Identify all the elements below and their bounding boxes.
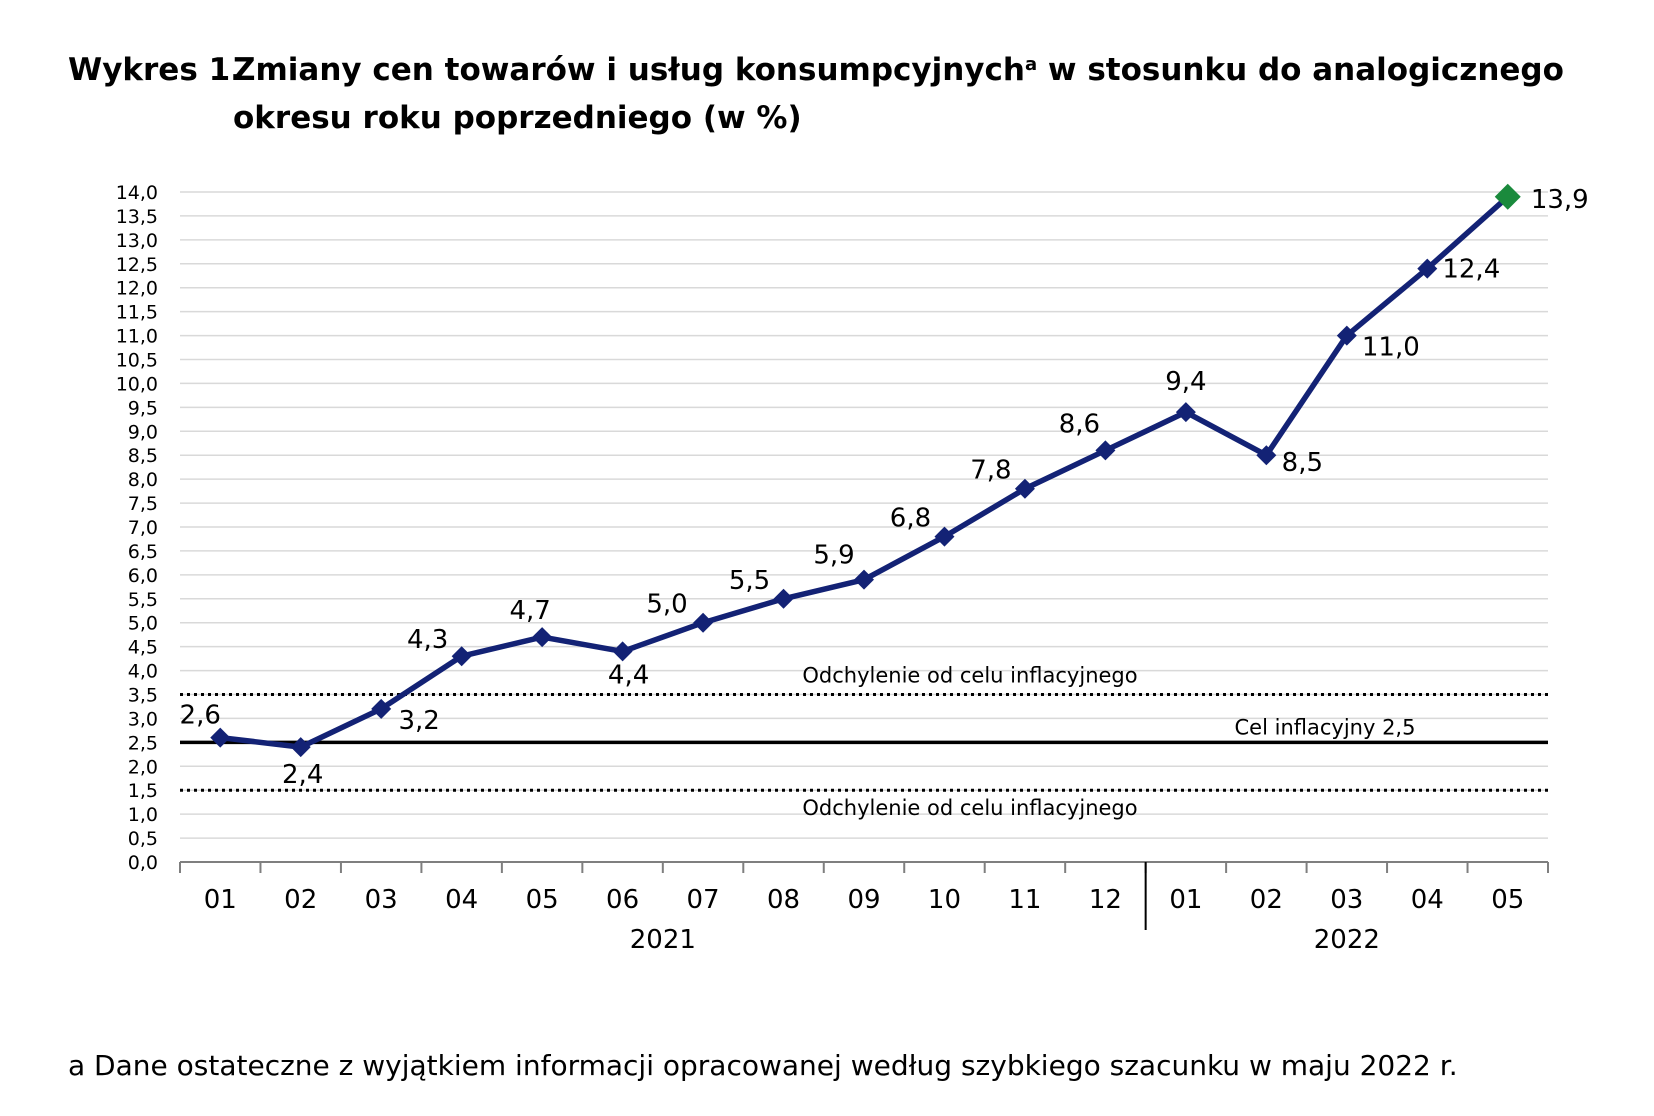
y-tick-label: 0,0 bbox=[128, 852, 158, 874]
data-label: 13,9 bbox=[1531, 185, 1589, 215]
y-tick-label: 4,5 bbox=[128, 637, 158, 659]
reference-line-label: Cel inflacyjny 2,5 bbox=[1235, 715, 1416, 739]
y-tick-label: 3,5 bbox=[128, 685, 158, 707]
reference-line-label: Odchylenie od celu inflacyjnego bbox=[802, 664, 1137, 688]
data-point-marker bbox=[934, 526, 955, 547]
x-tick-label: 01 bbox=[1169, 885, 1202, 915]
y-tick-label: 8,0 bbox=[128, 469, 158, 491]
title-footnote-marker: a bbox=[1024, 54, 1038, 75]
x-tick-label: 07 bbox=[687, 885, 720, 915]
data-point-marker bbox=[1336, 325, 1357, 346]
y-tick-label: 12,5 bbox=[116, 254, 158, 276]
data-point-marker bbox=[693, 612, 714, 633]
data-label: 8,6 bbox=[1059, 409, 1100, 439]
x-tick-label: 03 bbox=[1330, 885, 1363, 915]
data-labels: 2,6 2,4 3,2 4,3 4,7 4,4 5,0 5,5 5,9 6,8 7,8 8,6 9,4 8… bbox=[180, 185, 1589, 790]
x-tick-label: 06 bbox=[606, 885, 639, 915]
y-tick-label: 11,0 bbox=[116, 326, 158, 348]
y-tick-label: 5,5 bbox=[128, 589, 158, 611]
x-tick-label: 04 bbox=[1411, 885, 1444, 915]
data-point-marker bbox=[1095, 440, 1116, 461]
data-label: 2,6 bbox=[180, 701, 221, 731]
y-tick-label: 9,5 bbox=[128, 397, 158, 419]
data-point-marker bbox=[371, 698, 392, 719]
y-tick-label: 8,5 bbox=[128, 445, 158, 467]
y-tick-label: 6,5 bbox=[128, 541, 158, 563]
axes: 0,00,51,01,52,02,53,03,54,04,55,05,56,06… bbox=[116, 182, 1549, 955]
y-tick-label: 1,5 bbox=[128, 780, 158, 802]
x-tick-label: 09 bbox=[847, 885, 880, 915]
footnote: a Dane ostateczne z wyjątkiem informacji… bbox=[68, 1049, 1458, 1082]
data-point-marker bbox=[1175, 402, 1196, 423]
x-group-label: 2022 bbox=[1314, 925, 1380, 955]
y-tick-label: 4,0 bbox=[128, 661, 158, 683]
y-tick-label: 0,5 bbox=[128, 828, 158, 850]
data-label: 11,0 bbox=[1362, 333, 1420, 363]
title-main: Zmiany cen towarów i usług konsumpcyjnyc… bbox=[233, 52, 1025, 88]
y-tick-label: 2,5 bbox=[128, 732, 158, 754]
y-tick-label: 5,0 bbox=[128, 613, 158, 635]
grid-lines bbox=[180, 191, 1548, 839]
y-tick-label: 10,5 bbox=[116, 350, 158, 372]
x-tick-label: 05 bbox=[1491, 885, 1524, 915]
reference-line-label: Odchylenie od celu inflacyjnego bbox=[802, 796, 1137, 820]
data-point-marker bbox=[210, 727, 231, 748]
y-tick-label: 1,0 bbox=[128, 804, 158, 826]
x-tick-label: 10 bbox=[928, 885, 961, 915]
data-label: 3,2 bbox=[398, 706, 439, 736]
x-tick-label: 03 bbox=[365, 885, 398, 915]
y-tick-label: 2,0 bbox=[128, 756, 158, 778]
data-label: 6,8 bbox=[890, 504, 931, 534]
x-tick-label: 02 bbox=[284, 885, 317, 915]
line-chart: Odchylenie od celu inflacyjnego Cel infla… bbox=[116, 182, 1589, 955]
x-group-label: 2021 bbox=[630, 925, 696, 955]
data-point-marker bbox=[612, 641, 633, 662]
y-tick-label: 9,0 bbox=[128, 421, 158, 443]
data-label: 4,7 bbox=[509, 596, 550, 626]
data-point-marker bbox=[1417, 258, 1438, 279]
data-label: 4,3 bbox=[407, 625, 448, 655]
y-tick-label: 12,0 bbox=[116, 278, 158, 300]
x-tick-label: 11 bbox=[1008, 885, 1041, 915]
data-point-marker bbox=[290, 737, 311, 758]
x-tick-label: 12 bbox=[1089, 885, 1122, 915]
data-label: 7,8 bbox=[970, 456, 1011, 486]
reference-lines: Odchylenie od celu inflacyjnego Cel infla… bbox=[180, 664, 1548, 820]
data-label: 5,0 bbox=[646, 590, 687, 620]
title-text: Zmiany cen towarów i usług konsumpcyjnyc… bbox=[233, 46, 1628, 142]
data-label: 4,4 bbox=[608, 660, 649, 690]
highlight-point-marker bbox=[1494, 183, 1521, 210]
x-tick-label: 01 bbox=[204, 885, 237, 915]
data-label: 12,4 bbox=[1442, 255, 1500, 285]
y-tick-label: 11,5 bbox=[116, 302, 158, 324]
x-tick-label: 02 bbox=[1250, 885, 1283, 915]
y-tick-label: 13,0 bbox=[116, 230, 158, 252]
title-prefix: Wykres 1. bbox=[68, 52, 242, 88]
data-label: 2,4 bbox=[282, 760, 323, 790]
x-tick-label: 04 bbox=[445, 885, 478, 915]
x-tick-label: 08 bbox=[767, 885, 800, 915]
y-tick-label: 13,5 bbox=[116, 206, 158, 228]
y-tick-label: 6,0 bbox=[128, 565, 158, 587]
data-point-marker bbox=[1256, 445, 1277, 466]
x-tick-label: 05 bbox=[526, 885, 559, 915]
data-point-marker bbox=[773, 588, 794, 609]
data-label: 5,9 bbox=[813, 541, 854, 571]
y-tick-label: 7,0 bbox=[128, 517, 158, 539]
y-tick-label: 7,5 bbox=[128, 493, 158, 515]
data-label: 5,5 bbox=[729, 566, 770, 596]
y-tick-label: 10,0 bbox=[116, 373, 158, 395]
title-rest: w stosunku do analogicznego okresu roku … bbox=[233, 52, 1564, 136]
data-series bbox=[210, 183, 1521, 758]
data-point-marker bbox=[451, 646, 472, 667]
data-label: 9,4 bbox=[1165, 367, 1206, 397]
data-point-marker bbox=[532, 627, 553, 648]
data-point-marker bbox=[854, 569, 874, 590]
y-tick-label: 14,0 bbox=[116, 182, 158, 204]
y-tick-label: 3,0 bbox=[128, 708, 158, 730]
data-point-marker bbox=[1014, 478, 1035, 499]
data-label: 8,5 bbox=[1282, 448, 1323, 478]
